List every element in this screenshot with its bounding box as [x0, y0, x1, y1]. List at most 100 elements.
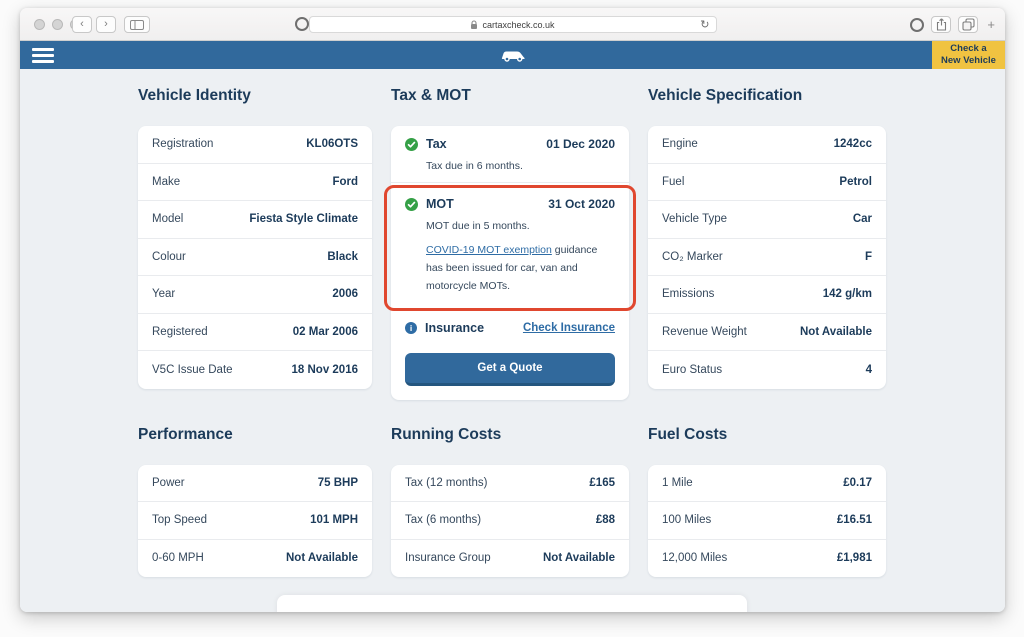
row-label: Colour: [152, 250, 186, 263]
tax-block: Tax 01 Dec 2020 Tax due in 6 months.: [391, 126, 629, 182]
row-label: Euro Status: [662, 363, 723, 376]
table-row: Make Ford: [138, 164, 372, 201]
section-title-fuel-costs: Fuel Costs: [648, 425, 728, 443]
row-label: Insurance Group: [405, 552, 491, 565]
row-label: Make: [152, 175, 181, 188]
tax-label: Tax: [426, 137, 447, 151]
mot-block: MOT 31 Oct 2020 MOT due in 5 months. COV…: [384, 183, 636, 311]
row-value: 142 g/km: [822, 288, 872, 301]
table-row: Tax (12 months) £165: [391, 465, 629, 503]
row-value: 2006: [332, 288, 358, 301]
table-row: V5C Issue Date 18 Nov 2016: [138, 351, 372, 389]
row-label: Year: [152, 288, 176, 301]
url-field[interactable]: cartaxcheck.co.uk ↻: [308, 16, 717, 33]
back-button[interactable]: ‹: [72, 16, 92, 33]
section-title-performance: Performance: [138, 425, 233, 443]
insurance-info-icon: i: [405, 321, 417, 334]
mot-due-date: 31 Oct 2020: [548, 197, 615, 211]
reload-button[interactable]: ↻: [700, 19, 710, 31]
covid-exemption-text: COVID-19 MOT exemption guidance has been…: [426, 244, 598, 292]
share-icon: [936, 18, 946, 31]
check-new-vehicle-button[interactable]: Check a New Vehicle: [932, 41, 1005, 69]
row-label: Vehicle Type: [662, 213, 728, 226]
sidebar-toggle-button[interactable]: [124, 16, 150, 33]
table-row: 0-60 MPH Not Available: [138, 540, 372, 578]
row-label: 100 Miles: [662, 514, 712, 527]
forward-button[interactable]: ›: [96, 16, 116, 33]
site-header: Check a New Vehicle: [20, 41, 1005, 69]
extension-icon[interactable]: [295, 17, 309, 31]
covid-exemption-link[interactable]: COVID-19 MOT exemption: [426, 244, 552, 256]
row-label: Tax (6 months): [405, 514, 482, 527]
table-row: 1 Mile £0.17: [648, 465, 886, 503]
table-row: Vehicle Type Car: [648, 201, 886, 239]
row-label: Revenue Weight: [662, 325, 747, 338]
new-tab-button[interactable]: +: [987, 17, 995, 32]
fuel-costs-card: 1 Mile £0.17 100 Miles £16.51 12,000 Mil…: [648, 464, 886, 578]
row-value: 4: [865, 363, 872, 376]
url-text: cartaxcheck.co.uk: [482, 19, 555, 30]
table-row: 100 Miles £16.51: [648, 502, 886, 540]
row-value: KL06OTS: [306, 138, 358, 151]
tax-mot-card: Tax 01 Dec 2020 Tax due in 6 months. MO: [384, 126, 636, 400]
row-value: Fiesta Style Climate: [249, 213, 358, 226]
mot-label: MOT: [426, 197, 454, 211]
row-label: Model: [152, 213, 184, 226]
share-button[interactable]: [931, 16, 952, 33]
tax-due-date: 01 Dec 2020: [546, 137, 615, 151]
table-row: Emissions 142 g/km: [648, 276, 886, 314]
check-insurance-link[interactable]: Check Insurance: [522, 321, 615, 334]
section-title-vehicle-identity: Vehicle Identity: [138, 87, 251, 104]
row-value: Not Available: [543, 552, 615, 565]
row-label: Registration: [152, 138, 214, 151]
browser-toolbar: ‹ › cartaxcheck.co.uk ↻: [20, 8, 1005, 41]
row-value: Black: [327, 250, 358, 263]
row-value: Car: [852, 213, 872, 226]
row-value: Not Available: [800, 325, 872, 338]
downloads-button[interactable]: [910, 17, 925, 32]
row-value: 02 Mar 2006: [292, 325, 358, 338]
mot-note: MOT due in 5 months.: [426, 220, 530, 232]
table-row: Fuel Petrol: [648, 164, 886, 201]
forward-icon: ›: [104, 18, 108, 30]
table-row: Top Speed 101 MPH: [138, 502, 372, 540]
tabs-button[interactable]: [958, 16, 979, 33]
row-label: Registered: [152, 325, 208, 338]
row-value: £165: [589, 476, 615, 489]
table-row: Registration KL06OTS: [138, 126, 372, 164]
back-icon: ‹: [80, 18, 84, 30]
vehicle-specification-card: Engine 1242cc Fuel Petrol Vehicle Type C…: [648, 126, 886, 389]
table-row: 12,000 Miles £1,981: [648, 540, 886, 578]
row-value: 18 Nov 2016: [291, 363, 359, 376]
close-window-button[interactable]: [34, 19, 45, 30]
section-title-tax-mot: Tax & MOT: [391, 87, 471, 104]
row-label: 0-60 MPH: [152, 552, 204, 565]
row-value: £1,981: [836, 552, 872, 565]
site-logo[interactable]: [500, 48, 526, 67]
row-value: Petrol: [839, 175, 872, 188]
mot-status-ok-icon: [405, 197, 418, 211]
menu-button[interactable]: [32, 48, 54, 63]
vehicle-identity-card: Registration KL06OTS Make Ford Model Fie…: [138, 126, 372, 389]
menu-icon: [32, 48, 54, 51]
table-row: Euro Status 4: [648, 351, 886, 389]
table-row: Registered 02 Mar 2006: [138, 314, 372, 351]
get-a-quote-button[interactable]: Get a Quote: [405, 352, 615, 386]
table-row: Year 2006: [138, 276, 372, 314]
browser-window: ‹ › cartaxcheck.co.uk ↻: [20, 8, 1005, 612]
row-label: Engine: [662, 138, 698, 151]
insurance-row: i Insurance Check Insurance: [391, 309, 629, 347]
row-value: 75 BHP: [317, 476, 358, 489]
running-costs-card: Tax (12 months) £165 Tax (6 months) £88 …: [391, 464, 629, 578]
row-label: V5C Issue Date: [152, 363, 233, 376]
row-label: CO₂ Marker: [662, 250, 723, 263]
table-row: Colour Black: [138, 239, 372, 276]
row-value: Ford: [332, 175, 358, 188]
row-value: 1242cc: [833, 138, 872, 151]
row-label: Power: [152, 476, 185, 489]
table-row: Power 75 BHP: [138, 465, 372, 503]
minimize-window-button[interactable]: [52, 19, 63, 30]
table-row: Tax (6 months) £88: [391, 502, 629, 540]
divider: [391, 182, 629, 183]
row-value: Not Available: [286, 552, 358, 565]
